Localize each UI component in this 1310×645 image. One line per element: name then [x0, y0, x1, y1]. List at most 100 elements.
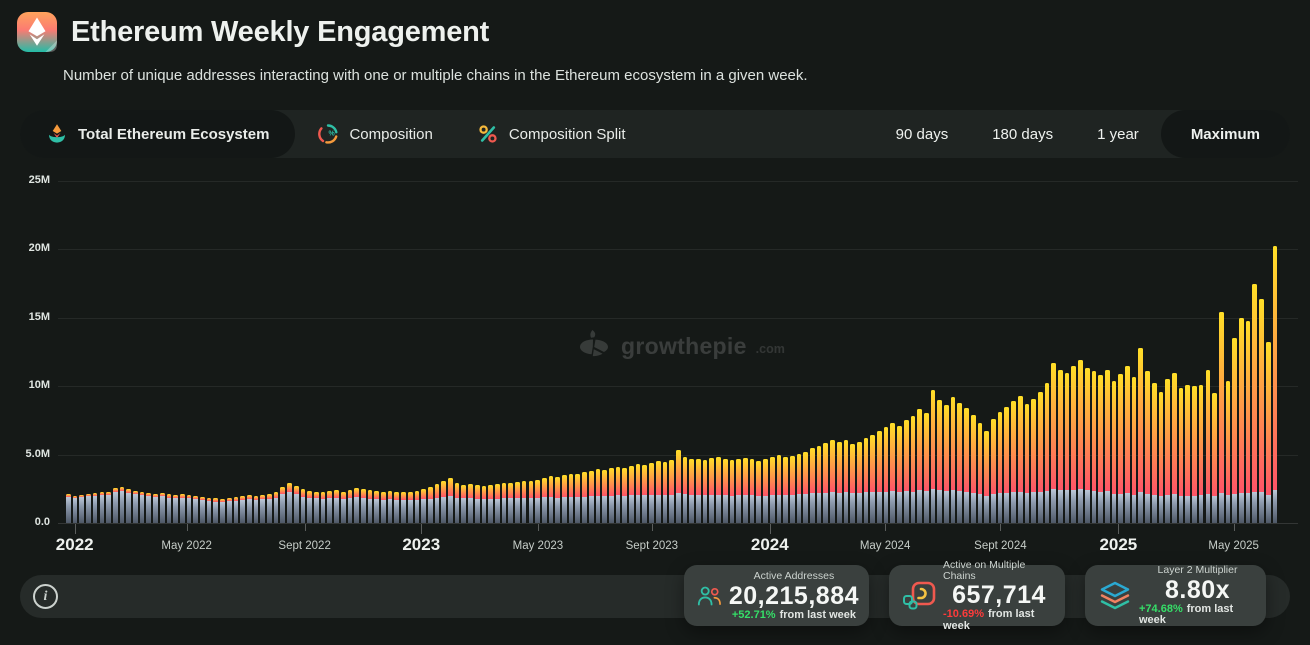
chart-bar-week-8[interactable] [119, 487, 125, 523]
chart-bar-week-0[interactable] [66, 494, 71, 523]
chart-bar-week-168[interactable] [1192, 386, 1197, 523]
chart-bar-week-74[interactable] [562, 475, 567, 523]
chart-bar-week-84[interactable] [629, 465, 634, 523]
chart-bar-week-27[interactable] [246, 495, 252, 523]
chart-bar-week-116[interactable] [843, 439, 849, 523]
chart-bar-week-11[interactable] [139, 491, 145, 523]
chart-bar-week-105[interactable] [769, 456, 775, 523]
chart-bar-week-118[interactable] [856, 441, 862, 523]
chart-bar-week-104[interactable] [763, 458, 768, 523]
chart-bar-week-125[interactable] [903, 419, 909, 523]
chart-bar-week-126[interactable] [910, 416, 916, 523]
chart-bar-week-99[interactable] [729, 460, 735, 523]
chart-bar-week-26[interactable] [240, 496, 245, 523]
chart-bar-week-73[interactable] [555, 477, 560, 523]
chart-bar-week-52[interactable] [414, 490, 420, 523]
chart-bar-week-141[interactable] [1011, 401, 1016, 523]
chart-bar-week-97[interactable] [716, 456, 721, 523]
chart-bar-week-122[interactable] [883, 427, 889, 523]
tab-composition-split[interactable]: Composition Split [455, 110, 648, 158]
chart-bar-week-113[interactable] [823, 442, 829, 523]
chart-bar-week-166[interactable] [1178, 387, 1184, 523]
chart-bar-week-144[interactable] [1031, 398, 1036, 523]
chart-bar-week-153[interactable] [1091, 371, 1097, 523]
chart-bar-week-45[interactable] [367, 490, 373, 523]
chart-bar-week-57[interactable] [448, 477, 453, 523]
chart-bar-week-85[interactable] [635, 464, 641, 523]
stat-card-layer2-multiplier[interactable]: Layer 2 Multiplier 8.80x +74.68% from las… [1085, 565, 1266, 626]
chart-bar-week-149[interactable] [1064, 372, 1070, 523]
chart-bar-week-6[interactable] [106, 492, 111, 523]
chart-bar-week-16[interactable] [173, 494, 178, 523]
chart-bar-week-161[interactable] [1145, 371, 1150, 523]
chart-bar-week-112[interactable] [816, 446, 822, 523]
chart-bar-week-86[interactable] [642, 464, 648, 523]
chart-bar-week-7[interactable] [112, 488, 118, 523]
chart-bar-week-69[interactable] [528, 481, 534, 523]
chart-bar-week-174[interactable] [1232, 338, 1237, 523]
chart-bar-week-100[interactable] [736, 458, 741, 523]
chart-bar-week-93[interactable] [689, 459, 695, 523]
chart-bar-week-30[interactable] [267, 493, 272, 523]
chart-bar-week-146[interactable] [1044, 383, 1050, 523]
chart-bar-week-137[interactable] [984, 431, 989, 523]
chart-bar-week-172[interactable] [1218, 312, 1224, 523]
chart-bar-week-119[interactable] [863, 438, 869, 523]
chart-bar-week-29[interactable] [260, 494, 266, 523]
chart-bar-week-101[interactable] [743, 458, 748, 523]
chart-bar-week-117[interactable] [850, 444, 855, 523]
chart-bar-week-82[interactable] [615, 466, 621, 523]
timeframe-180-days[interactable]: 180 days [992, 125, 1054, 143]
chart-bar-week-1[interactable] [72, 495, 78, 523]
chart-bar-week-34[interactable] [293, 486, 299, 523]
chart-bar-week-87[interactable] [649, 462, 654, 523]
chart-bar-week-89[interactable] [662, 462, 668, 523]
chart-bar-week-140[interactable] [1004, 406, 1010, 523]
chart-bar-week-10[interactable] [133, 490, 138, 523]
chart-bar-week-54[interactable] [427, 487, 433, 523]
chart-bar-week-142[interactable] [1017, 395, 1023, 523]
chart-bar-week-162[interactable] [1151, 383, 1157, 523]
chart-bar-week-165[interactable] [1171, 372, 1177, 523]
chart-bar-week-178[interactable] [1259, 298, 1264, 523]
stat-card-active-addresses[interactable]: Active Addresses 20,215,884 +52.71% from … [684, 565, 869, 626]
chart-bar-week-21[interactable] [206, 497, 212, 523]
timeframe-1-year[interactable]: 1 year [1097, 125, 1139, 143]
chart-bar-week-138[interactable] [991, 419, 996, 523]
chart-bar-week-107[interactable] [783, 457, 788, 523]
chart-bar-week-41[interactable] [340, 491, 346, 523]
chart-bar-week-147[interactable] [1051, 362, 1057, 523]
chart-bar-week-15[interactable] [166, 494, 172, 523]
chart-bar-week-33[interactable] [287, 482, 292, 523]
chart-bar-week-163[interactable] [1158, 391, 1164, 523]
chart-bar-week-70[interactable] [535, 479, 540, 523]
chart-bar-week-79[interactable] [595, 468, 601, 523]
chart-bar-week-44[interactable] [360, 489, 366, 523]
stat-card-multiple-chains[interactable]: Active on Multiple Chains 657,714 -10.69… [889, 559, 1065, 632]
chart-bar-week-61[interactable] [474, 485, 480, 523]
chart-bar-week-175[interactable] [1239, 317, 1244, 523]
chart-bar-week-31[interactable] [273, 492, 279, 523]
chart-bar-week-109[interactable] [796, 453, 802, 523]
chart-bar-week-160[interactable] [1138, 347, 1144, 523]
chart-bar-week-90[interactable] [669, 460, 674, 523]
tab-total-ethereum-ecosystem[interactable]: Total Ethereum Ecosystem [20, 110, 296, 158]
chart-bar-week-130[interactable] [937, 399, 943, 523]
chart-bar-week-155[interactable] [1104, 369, 1110, 523]
chart-bar-week-159[interactable] [1131, 376, 1137, 523]
chart-bar-week-131[interactable] [944, 405, 949, 523]
chart-bar-week-63[interactable] [488, 484, 493, 523]
chart-bar-week-78[interactable] [588, 471, 594, 523]
chart-bar-week-158[interactable] [1125, 365, 1130, 523]
chart-bar-week-67[interactable] [515, 481, 520, 523]
chart-bar-week-66[interactable] [508, 483, 514, 523]
chart-bar-week-91[interactable] [675, 450, 681, 523]
chart-bar-week-20[interactable] [200, 496, 205, 523]
chart-bar-week-59[interactable] [461, 484, 467, 523]
chart-bar-week-123[interactable] [890, 423, 896, 523]
chart-bar-week-50[interactable] [401, 492, 406, 523]
chart-bar-week-47[interactable] [381, 491, 386, 523]
chart-bar-week-4[interactable] [92, 493, 98, 523]
chart-bar-week-38[interactable] [320, 491, 326, 523]
chart-bar-week-83[interactable] [622, 467, 628, 523]
